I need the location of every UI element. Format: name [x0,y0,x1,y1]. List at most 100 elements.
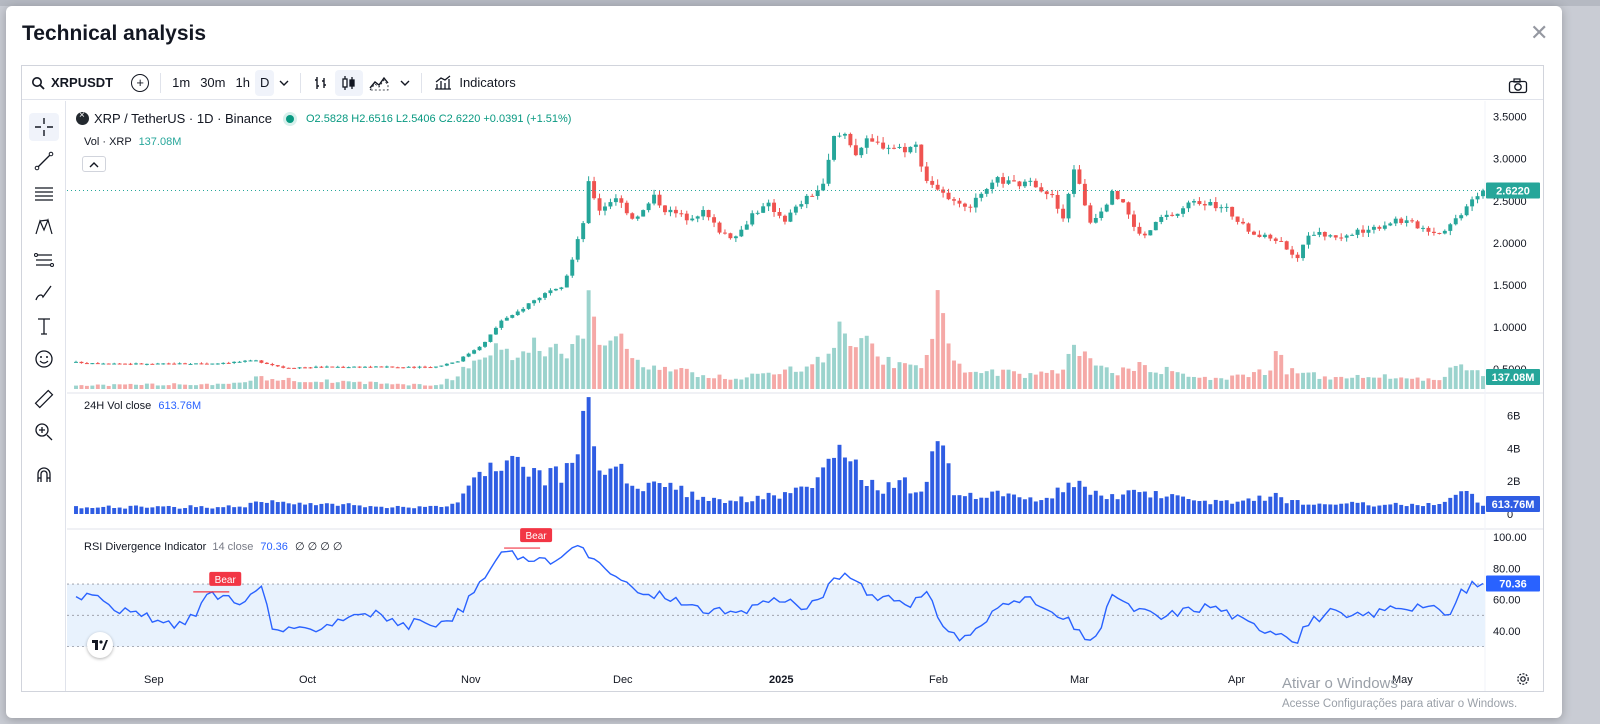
volume-bar [1268,370,1273,389]
candle [1088,205,1093,223]
volume-bar [155,385,160,389]
pattern-tool[interactable] [29,213,59,241]
snapshot-button[interactable] [1503,73,1533,99]
crosshair-tool[interactable] [29,113,59,141]
volume-bar [363,384,368,389]
vol24-bar [237,506,242,514]
vol24-bar [984,497,989,514]
interval-d[interactable]: D [254,69,275,96]
symbol-search-button[interactable]: XRPUSDT [26,70,118,96]
candle [373,366,378,368]
windows-activation-text: Acesse Configurações para ativar o Windo… [1282,698,1518,710]
candle [1153,221,1158,231]
vol24-bar [526,476,531,514]
candle [619,198,624,203]
interval-1h[interactable]: 1h [235,75,250,90]
vol24-bar [472,477,477,514]
vol24-bar [313,505,318,514]
vol24-bar [1022,499,1027,514]
projection-tool[interactable] [29,246,59,274]
text-tool[interactable] [29,312,59,340]
vol24-bar [935,441,940,514]
volume-bar [1099,365,1104,389]
candle [352,366,357,368]
volume-bar [346,381,351,389]
candle [635,216,640,219]
collapse-legend-button[interactable] [82,156,106,172]
candle [526,303,531,309]
vol24-bar [417,506,422,514]
tradingview-logo[interactable] [87,632,113,658]
area-chart-type-button[interactable] [363,70,395,96]
zoom-tool[interactable] [29,418,59,446]
volume-bar [423,385,427,389]
volume-bar [177,384,182,389]
interval-dropdown[interactable] [274,70,294,96]
candle [788,212,793,222]
pattern-icon [35,218,53,235]
interval-1m[interactable]: 1m [172,75,191,90]
magnet-tool[interactable] [29,461,59,489]
price-tick-label: 2.0000 [1493,238,1527,250]
candle [1268,234,1273,239]
indicators-button[interactable]: Indicators [428,70,520,96]
volume-bar [690,372,695,389]
chevron-down-icon [279,80,289,86]
rsi-tick-label: 60.00 [1493,595,1521,607]
vol24-bar [166,505,171,514]
volume-bar [1001,369,1006,389]
candle [286,367,291,369]
compare-symbol-button[interactable]: + [126,70,154,96]
vol24-bar [668,482,673,514]
measure-tool[interactable] [29,385,59,413]
vol24-tick-label: 4B [1507,443,1520,455]
zoom-in-icon [35,423,53,441]
trend-line-tool[interactable] [29,147,59,175]
bar-chart-type-button[interactable] [307,70,335,96]
volume-bar [1017,373,1022,389]
volume-bar [1421,380,1425,389]
candle [90,363,95,365]
volume-bar [1202,376,1207,389]
fib-retracement-tool[interactable] [29,180,59,208]
volume-bar [755,373,760,389]
volume-bar [510,360,515,389]
candle [330,366,335,368]
volume-bar [237,382,242,389]
settings-button[interactable] [1516,672,1530,691]
volume-bar [1377,377,1382,389]
emoji-tool[interactable] [29,345,59,373]
technical-analysis-modal: Technical analysis ✕ XRPUSDT + 1m 30m 1h… [6,6,1562,718]
volume-bar [1464,370,1469,389]
vol24-bar [84,507,89,514]
volume-bar [826,353,831,389]
chart-canvas[interactable]: Bear Bear 3.5000 3.0000 2.5000 2.0000 1.5000 1… [67,101,1543,691]
vol24-bar [275,502,280,514]
candle [368,366,373,368]
volume-bar [379,383,384,389]
interval-30m[interactable]: 30m [200,75,226,90]
vol24-bar [1355,502,1360,514]
vol24-bar [1033,501,1038,514]
vol24-bar [1006,493,1011,514]
candle [423,366,427,368]
close-icon[interactable]: ✕ [1530,20,1549,45]
candle [663,205,667,213]
brush-tool[interactable] [29,279,59,307]
vol24-bar [428,505,433,514]
vol24-bar [1219,500,1224,514]
volume-bar [226,383,231,389]
volume-bar [139,385,144,389]
candles-chart-type-button[interactable] [335,69,364,96]
vol24-label: 24H Vol close [84,400,152,412]
candle [782,215,787,222]
candle [902,146,907,153]
volume-bar [848,345,853,389]
windows-activation-title: Ativar o Windows [1282,675,1398,692]
candle [761,206,766,213]
volume-bar [592,316,597,389]
chart-type-dropdown[interactable] [395,70,415,96]
vol24-bar [1317,503,1322,514]
vol24-bar [444,506,449,514]
candle [324,366,329,368]
